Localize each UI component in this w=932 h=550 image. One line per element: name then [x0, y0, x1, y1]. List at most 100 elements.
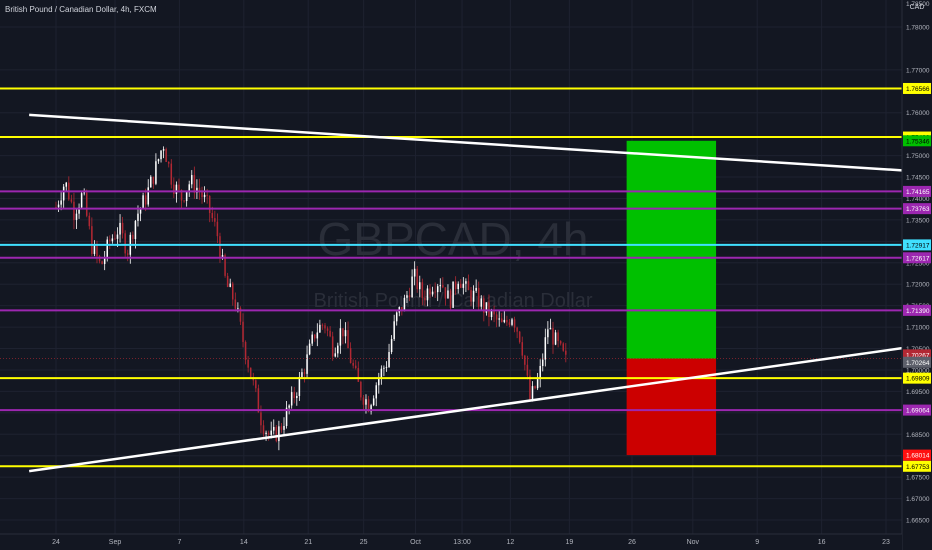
y-tick-label: 1.70000 [906, 367, 930, 374]
y-tick-label: 1.73500 [906, 217, 930, 224]
candle-body [475, 287, 477, 291]
price-level-badge-bg [903, 239, 931, 251]
x-tick-label: Nov [687, 539, 700, 546]
target-price-badge: 1.75346 [903, 135, 931, 147]
candle-body [208, 195, 211, 213]
price-level-badge-text: 1.69809 [906, 376, 930, 383]
candle-body [180, 189, 183, 201]
candle-body [170, 163, 173, 185]
candle-body [365, 399, 367, 405]
y-tick-label: 1.78500 [906, 1, 930, 8]
price-level-badge-text: 1.67753 [906, 464, 930, 471]
candle-body [303, 372, 306, 374]
candle-body [357, 368, 360, 382]
candle-body [144, 195, 147, 205]
candle-body [360, 381, 362, 398]
candle-body [385, 366, 388, 368]
current-price-badge: 1.70264 [903, 356, 931, 368]
candle-body [349, 348, 352, 363]
price-level-badge: 1.74165 [903, 185, 931, 197]
candle-body [173, 184, 175, 194]
candle-body [60, 200, 62, 205]
candle-body [106, 239, 109, 258]
candle-body [331, 336, 334, 357]
x-tick-label: 7 [177, 539, 181, 546]
y-tick-label: 1.67000 [906, 496, 930, 503]
candle-body [367, 399, 370, 412]
candle-body [239, 307, 242, 322]
candle-body [275, 426, 278, 442]
candle-body [490, 310, 493, 318]
y-tick-label: 1.76000 [906, 110, 930, 117]
candle-body [247, 359, 249, 368]
candle-body [436, 286, 439, 293]
x-tick-label: 14 [240, 539, 248, 546]
candle-body [57, 204, 60, 208]
candle-body [565, 350, 567, 355]
candle-body [454, 281, 457, 290]
candle-body [329, 330, 331, 337]
candle-body [526, 364, 529, 376]
candle-body [495, 314, 498, 320]
candle-body [109, 239, 111, 242]
y-tick-label: 1.74000 [906, 196, 930, 203]
candle-body [452, 281, 454, 308]
price-level-badge-bg [903, 372, 931, 384]
candle-body [536, 379, 539, 389]
candle-body [354, 365, 357, 369]
candle-body [224, 255, 226, 276]
candle-body [444, 287, 447, 299]
candle-body [119, 222, 121, 235]
entry-price-badge-text: 1.70267 [906, 352, 930, 359]
candle-body [524, 355, 526, 365]
candle-body [426, 288, 429, 301]
candle-body [460, 283, 462, 288]
candle-body [298, 376, 301, 396]
candle-body [554, 332, 557, 345]
candle-body [419, 282, 421, 290]
candle-body [150, 176, 152, 188]
candle-body [134, 220, 137, 240]
x-tick-label: 16 [818, 539, 826, 546]
y-tick-label: 1.78000 [906, 25, 930, 32]
candle-body [547, 329, 549, 338]
candle-body [347, 330, 349, 349]
candle-body [372, 398, 375, 406]
candle-body [142, 195, 144, 209]
candle-body [219, 236, 221, 259]
y-tick-label: 1.67500 [906, 475, 930, 482]
candle-body [152, 176, 155, 184]
candle-body [93, 244, 96, 254]
price-level-badge: 1.67753 [903, 460, 931, 472]
y-tick-label: 1.77000 [906, 67, 930, 74]
candle-body [270, 430, 272, 435]
candle-body [541, 359, 544, 366]
candle-body [339, 328, 342, 346]
candle-body [313, 334, 316, 339]
candle-body [439, 285, 442, 287]
candle-body [534, 386, 536, 389]
candle-body [249, 367, 252, 378]
candle-body [178, 184, 180, 190]
candle-body [96, 244, 98, 257]
candle-body [201, 191, 203, 198]
candle-body [434, 291, 436, 293]
candle-body [101, 261, 103, 265]
candle-body [334, 353, 337, 357]
candle-body [406, 295, 408, 298]
candle-body [470, 290, 472, 302]
price-level-badge-text: 1.72917 [906, 242, 930, 249]
candle-body [421, 282, 424, 298]
price-level-badge-bg [903, 82, 931, 94]
candle-body [226, 275, 229, 287]
candle-body [229, 283, 231, 287]
candle-body [78, 207, 80, 214]
x-tick-label: 24 [52, 539, 60, 546]
chart-title: British Pound / Canadian Dollar, 4h, FXC… [5, 5, 157, 14]
candle-body [513, 319, 516, 328]
candle-body [183, 200, 185, 202]
candle-body [216, 221, 219, 237]
candle-body [162, 149, 165, 151]
